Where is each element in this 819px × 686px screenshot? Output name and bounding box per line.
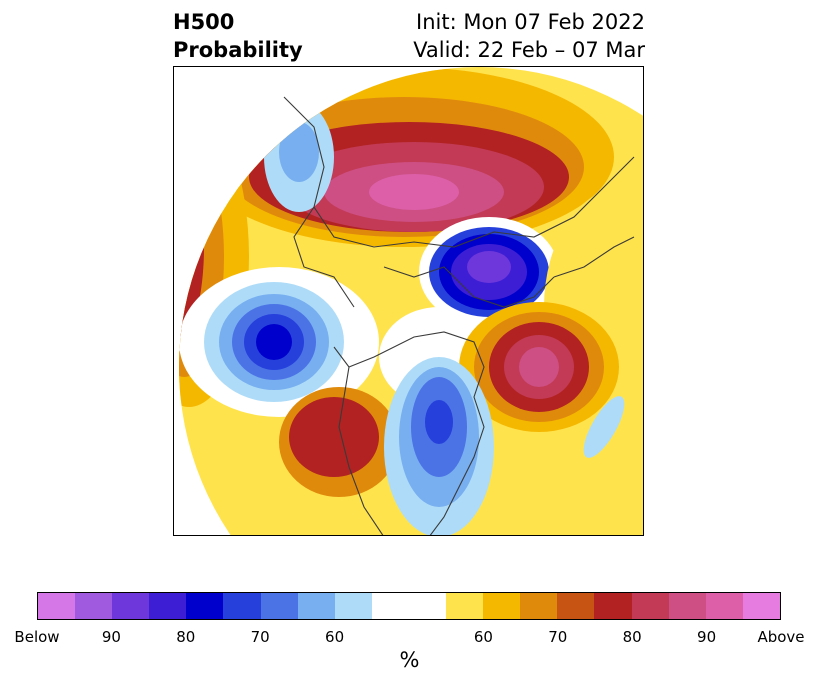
colorbar-cell <box>38 593 76 619</box>
colorbar-cell <box>594 593 632 619</box>
colorbar-cell <box>297 593 335 619</box>
colorbar-tick-label: Above <box>757 628 805 646</box>
colorbar-cell <box>334 593 372 619</box>
colorbar-cell <box>631 593 669 619</box>
colorbar-cell <box>705 593 743 619</box>
colorbar-tick-label: Below <box>14 628 60 646</box>
colorbar-tick-label: 90 <box>101 628 121 646</box>
probability-map <box>173 66 644 536</box>
colorbar-cell <box>483 593 521 619</box>
colorbar-cell <box>149 593 187 619</box>
colorbar-cell <box>75 593 113 619</box>
map-title-right: Init: Mon 07 Feb 2022 Valid: 22 Feb – 07… <box>413 8 645 64</box>
init-date: Init: Mon 07 Feb 2022 <box>416 10 645 34</box>
anomaly-field <box>179 67 643 535</box>
title-probability: Probability <box>173 38 303 62</box>
colorbar-cell <box>557 593 595 619</box>
colorbar-tick-label: 60 <box>473 628 493 646</box>
title-h500: H500 <box>173 10 235 34</box>
colorbar-cell <box>446 593 484 619</box>
colorbar-units: % <box>399 648 420 672</box>
colorbar-cell <box>408 593 447 619</box>
colorbar-cell <box>112 593 150 619</box>
colorbar-cell <box>371 593 409 619</box>
colorbar-cell <box>223 593 261 619</box>
map-svg <box>179 67 643 535</box>
colorbar-cell <box>260 593 298 619</box>
colorbar-cell <box>742 593 780 619</box>
colorbar-cell <box>186 593 224 619</box>
colorbar-tick-label: 70 <box>548 628 568 646</box>
colorbar-tick-label: 90 <box>697 628 717 646</box>
valid-range: Valid: 22 Feb – 07 Mar <box>413 38 645 62</box>
colorbar-cell <box>668 593 706 619</box>
map-title-left: H500 Probability <box>173 8 303 64</box>
colorbar-tick-label: 80 <box>622 628 642 646</box>
colorbar-tick-label: 80 <box>176 628 196 646</box>
coastlines <box>283 96 635 535</box>
colorbar-cell <box>520 593 558 619</box>
colorbar-tick-label: 60 <box>325 628 345 646</box>
colorbar <box>37 592 781 620</box>
colorbar-tick-label: 70 <box>250 628 270 646</box>
